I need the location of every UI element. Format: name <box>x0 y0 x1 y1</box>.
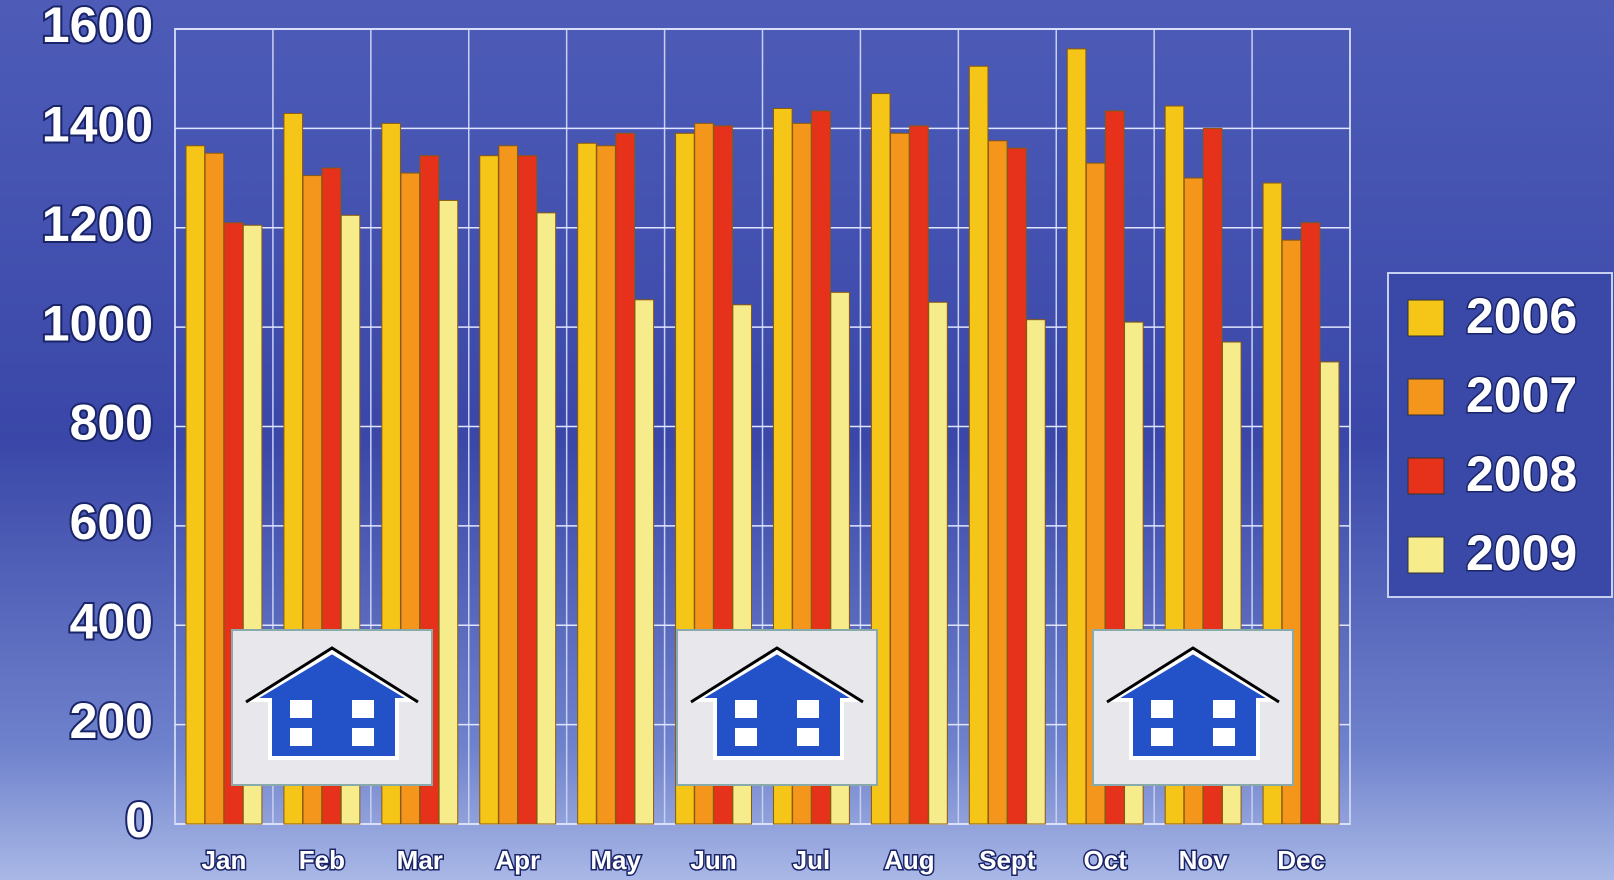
y-tick-label: 1200 <box>42 196 153 252</box>
bar <box>968 65 989 825</box>
x-tick-label: Jul <box>793 845 831 875</box>
x-tick-label: Jun <box>690 845 736 875</box>
legend-swatch <box>1407 536 1445 574</box>
bar <box>890 132 910 825</box>
y-tick-label: 800 <box>70 395 153 451</box>
y-tick-label: 400 <box>70 593 153 649</box>
bar <box>928 301 948 825</box>
bar <box>1026 319 1046 825</box>
bar <box>498 145 518 825</box>
bar <box>634 299 655 825</box>
y-tick-label: 1400 <box>42 97 153 153</box>
legend-label: 2007 <box>1466 367 1577 423</box>
x-tick-label: Sept <box>979 845 1036 875</box>
x-tick-label: Feb <box>299 845 345 875</box>
y-tick-label: 600 <box>70 494 153 550</box>
legend-label: 2006 <box>1466 288 1577 344</box>
legend-swatch <box>1407 378 1445 416</box>
bar <box>1319 361 1340 825</box>
legend-label: 2008 <box>1466 446 1577 502</box>
bar <box>1066 48 1087 825</box>
x-tick-label: Nov <box>1179 845 1229 875</box>
house-icon <box>1091 628 1295 787</box>
bar <box>517 155 538 825</box>
y-tick-label: 1000 <box>42 295 153 351</box>
bar <box>577 142 597 825</box>
y-tick-label: 200 <box>70 693 153 749</box>
bar <box>204 152 225 825</box>
y-tick-label: 1600 <box>42 0 153 53</box>
bar <box>987 140 1008 825</box>
x-tick-label: Apr <box>495 845 540 875</box>
bar <box>596 145 616 825</box>
bar <box>1007 147 1027 825</box>
bar <box>909 125 929 825</box>
x-tick-label: Dec <box>1277 845 1325 875</box>
x-tick-label: May <box>590 845 641 875</box>
x-tick-label: Oct <box>1084 845 1128 875</box>
bar <box>615 132 635 825</box>
legend-swatch <box>1407 299 1445 337</box>
legend-label: 2009 <box>1466 525 1577 581</box>
bar <box>1300 222 1321 825</box>
x-tick-label: Jan <box>202 845 247 875</box>
bar <box>536 212 557 825</box>
bar <box>185 145 206 825</box>
bar <box>479 155 499 825</box>
house-icon <box>230 628 434 787</box>
bar <box>438 199 459 825</box>
x-tick-label: Aug <box>884 845 935 875</box>
y-tick-label: 0 <box>125 792 153 848</box>
x-tick-label: Mar <box>397 845 443 875</box>
legend-swatch <box>1407 457 1445 495</box>
house-icon <box>675 628 879 787</box>
